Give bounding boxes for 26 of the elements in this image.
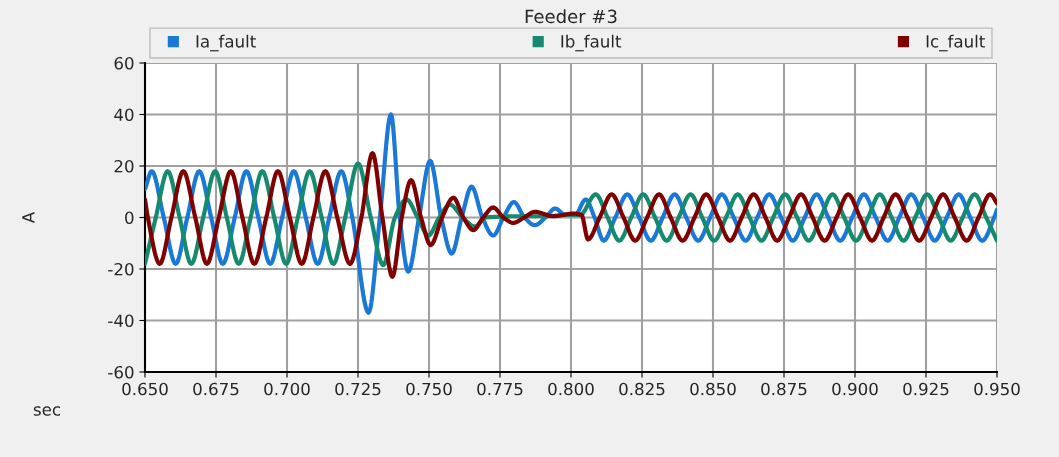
x-tick-label: 0.825 (619, 382, 665, 396)
y-tick-label: -20 (108, 262, 134, 276)
x-tick-label: 0.900 (832, 382, 878, 396)
x-tick-label: 0.775 (477, 382, 523, 396)
y-tick-label: -40 (108, 314, 134, 328)
legend-label: Ic_fault (926, 34, 985, 52)
chart-title: Feeder #3 (525, 9, 617, 24)
x-tick-label: 0.950 (974, 382, 1020, 396)
y-tick-label: 60 (114, 56, 134, 70)
y-tick-label: 20 (114, 159, 134, 173)
y-axis-title: A (22, 211, 35, 224)
x-tick-label: 0.700 (264, 382, 310, 396)
x-tick-label: 0.800 (548, 382, 594, 396)
x-tick-label: 0.650 (122, 382, 168, 396)
y-tick-label: -60 (108, 365, 134, 379)
x-tick-label: 0.875 (761, 382, 807, 396)
x-tick-label: 0.725 (335, 382, 381, 396)
legend-label: Ia_fault (196, 34, 256, 52)
x-tick-label: 0.750 (406, 382, 452, 396)
x-tick-label: 0.925 (903, 382, 949, 396)
legend-label: Ib_fault (561, 34, 622, 52)
x-axis-title: sec (33, 406, 61, 416)
y-tick-label: 40 (114, 108, 134, 122)
x-tick-label: 0.850 (690, 382, 736, 396)
x-tick-label: 0.675 (193, 382, 239, 396)
y-tick-label: 0 (125, 211, 134, 225)
